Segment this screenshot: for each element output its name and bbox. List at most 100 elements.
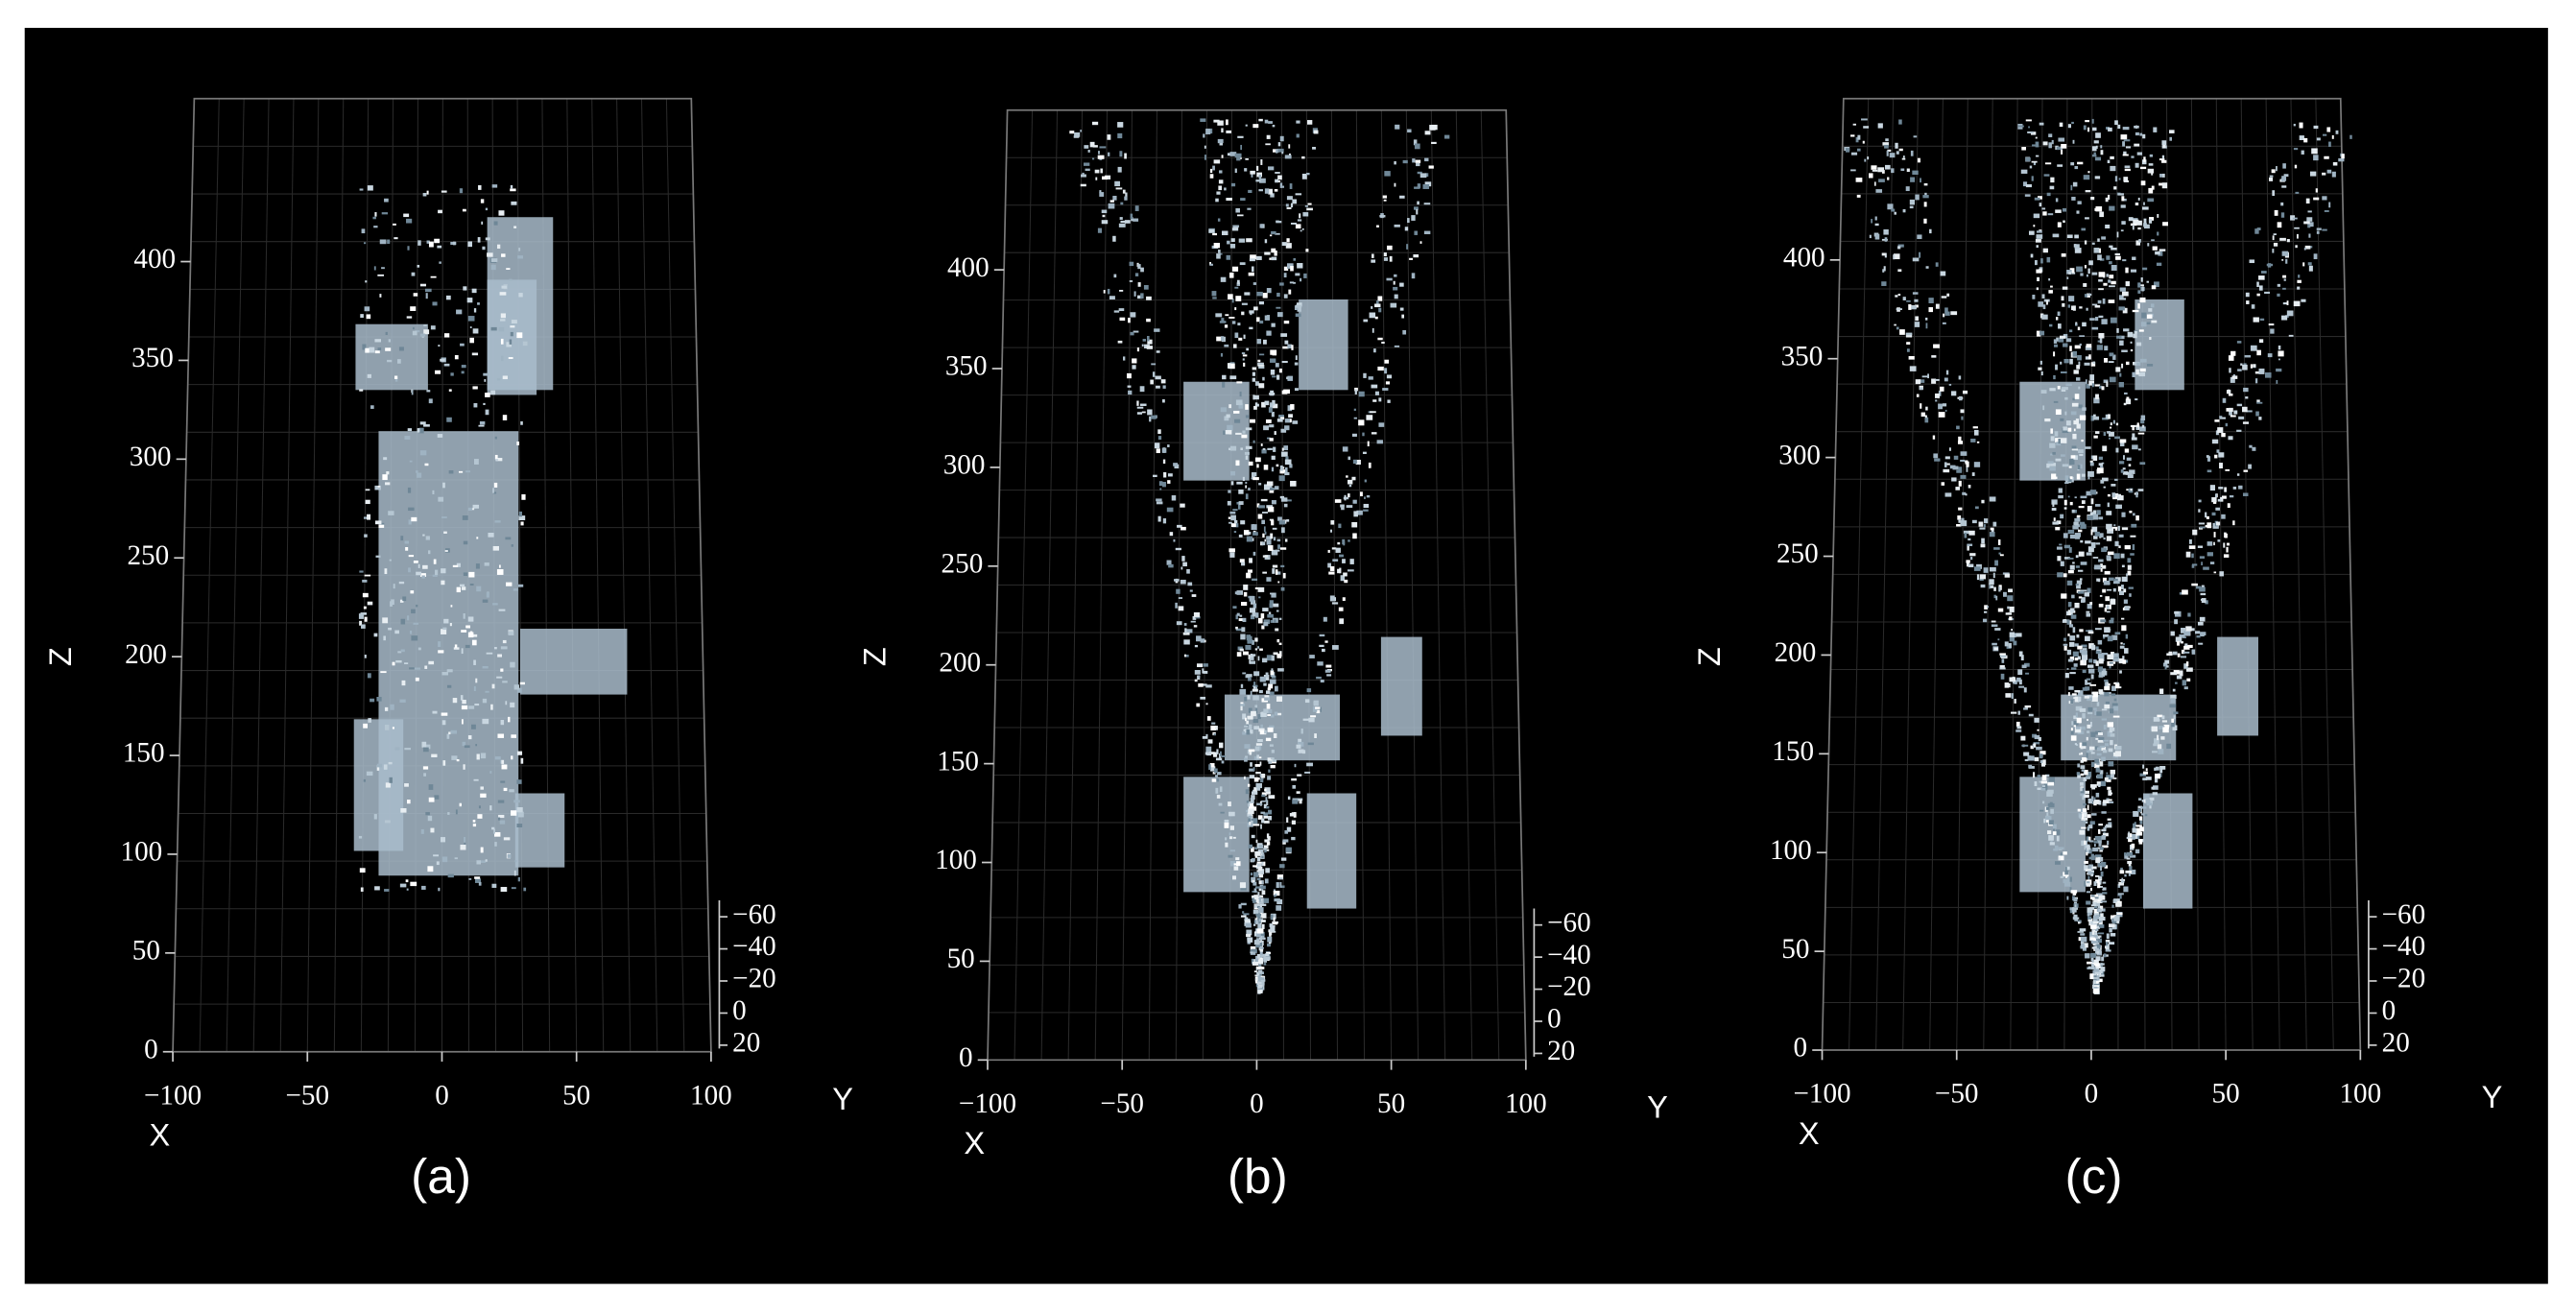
point-cloud <box>2096 947 2099 951</box>
point-cloud <box>1274 895 1276 897</box>
point-cloud <box>1269 744 1274 747</box>
point-cloud <box>2067 304 2071 308</box>
point-cloud <box>1897 269 1902 273</box>
point-cloud <box>1298 738 1302 745</box>
point-cloud <box>1233 519 1238 524</box>
point-cloud <box>2085 790 2089 795</box>
point-cloud <box>1950 311 1958 316</box>
point-cloud <box>2069 476 2074 483</box>
point-cloud <box>2058 847 2064 850</box>
point-cloud <box>1310 715 1317 718</box>
point-cloud <box>2331 171 2336 178</box>
point-cloud <box>1270 533 1274 539</box>
point-cloud <box>2057 385 2061 390</box>
point-cloud <box>517 811 524 818</box>
point-cloud <box>1242 354 1248 357</box>
point-cloud <box>2326 127 2331 132</box>
point-cloud <box>1896 326 1899 330</box>
point-cloud <box>2062 464 2069 467</box>
point-cloud <box>408 555 415 558</box>
point-cloud <box>2166 743 2172 750</box>
point-cloud <box>1342 446 1348 452</box>
point-cloud <box>2166 727 2169 729</box>
point-cloud <box>2094 564 2101 570</box>
point-cloud <box>1897 244 1904 248</box>
point-cloud <box>1873 181 1876 186</box>
point-cloud <box>2098 278 2103 282</box>
point-cloud <box>1271 248 1276 253</box>
z-tick-label: 400 <box>133 244 176 275</box>
point-cloud <box>1231 875 1236 880</box>
point-cloud <box>2129 511 2133 514</box>
point-cloud <box>2123 402 2127 406</box>
point-cloud <box>1263 963 1267 966</box>
point-cloud <box>2092 980 2099 987</box>
point-cloud <box>1273 619 1276 623</box>
point-cloud <box>2120 134 2128 140</box>
point-cloud <box>2070 735 2077 741</box>
point-cloud <box>2117 124 2121 130</box>
point-cloud <box>1205 746 1212 753</box>
point-cloud <box>2145 799 2151 804</box>
point-cloud <box>2095 660 2099 666</box>
y-tick-label: −40 <box>1547 940 1591 970</box>
point-cloud <box>1080 174 1086 178</box>
point-cloud <box>1258 483 1262 486</box>
point-cloud <box>2292 217 2298 220</box>
point-cloud <box>1898 148 1903 152</box>
point-cloud <box>1259 178 1266 183</box>
point-cloud <box>2053 400 2059 403</box>
point-cloud <box>1381 341 1385 345</box>
point-cloud <box>2094 710 2098 716</box>
point-cloud <box>473 659 476 665</box>
point-cloud <box>2082 796 2085 801</box>
point-cloud <box>1252 440 1255 443</box>
point-cloud <box>1265 953 1270 957</box>
point-cloud <box>2156 262 2162 266</box>
point-cloud <box>1276 538 1281 542</box>
point-cloud <box>2102 577 2107 583</box>
point-cloud <box>1154 328 1160 332</box>
point-cloud <box>2050 453 2053 456</box>
z-axis-label: Z <box>43 647 78 666</box>
point-cloud <box>2190 628 2195 632</box>
point-cloud <box>400 808 407 813</box>
point-cloud <box>1260 931 1265 936</box>
point-cloud <box>496 676 503 679</box>
point-cloud <box>2260 271 2267 274</box>
point-cloud <box>1263 425 1269 431</box>
point-cloud <box>2106 944 2110 948</box>
grid-line <box>226 98 245 1052</box>
x-tick-label: −100 <box>144 1080 202 1111</box>
grid-line <box>2265 98 2280 1051</box>
point-cloud <box>1269 234 1273 237</box>
point-cloud <box>1356 510 1363 515</box>
point-cloud <box>1884 237 1888 242</box>
point-cloud <box>2126 396 2130 401</box>
point-cloud <box>1228 811 1235 817</box>
point-cloud <box>1262 555 1269 558</box>
point-cloud <box>2005 693 2012 698</box>
point-cloud <box>461 630 467 633</box>
point-cloud <box>447 812 450 815</box>
point-cloud <box>2039 809 2044 812</box>
point-cloud <box>1276 696 1283 703</box>
point-cloud <box>2041 314 2048 320</box>
point-cloud <box>1217 218 1221 222</box>
point-cloud <box>2086 490 2092 496</box>
point-cloud <box>2076 706 2082 711</box>
point-cloud <box>2077 161 2084 165</box>
point-cloud <box>2112 661 2116 664</box>
point-cloud <box>1156 501 1163 505</box>
point-cloud <box>1245 485 1248 489</box>
point-cloud <box>2066 234 2073 239</box>
axes-box <box>1821 97 2362 1051</box>
point-cloud <box>1218 802 1223 806</box>
point-cloud <box>1290 480 1297 487</box>
point-cloud <box>1133 218 1139 222</box>
point-cloud <box>422 747 429 753</box>
point-cloud <box>2079 268 2083 272</box>
point-cloud <box>1300 729 1303 734</box>
point-cloud <box>2091 761 2095 768</box>
